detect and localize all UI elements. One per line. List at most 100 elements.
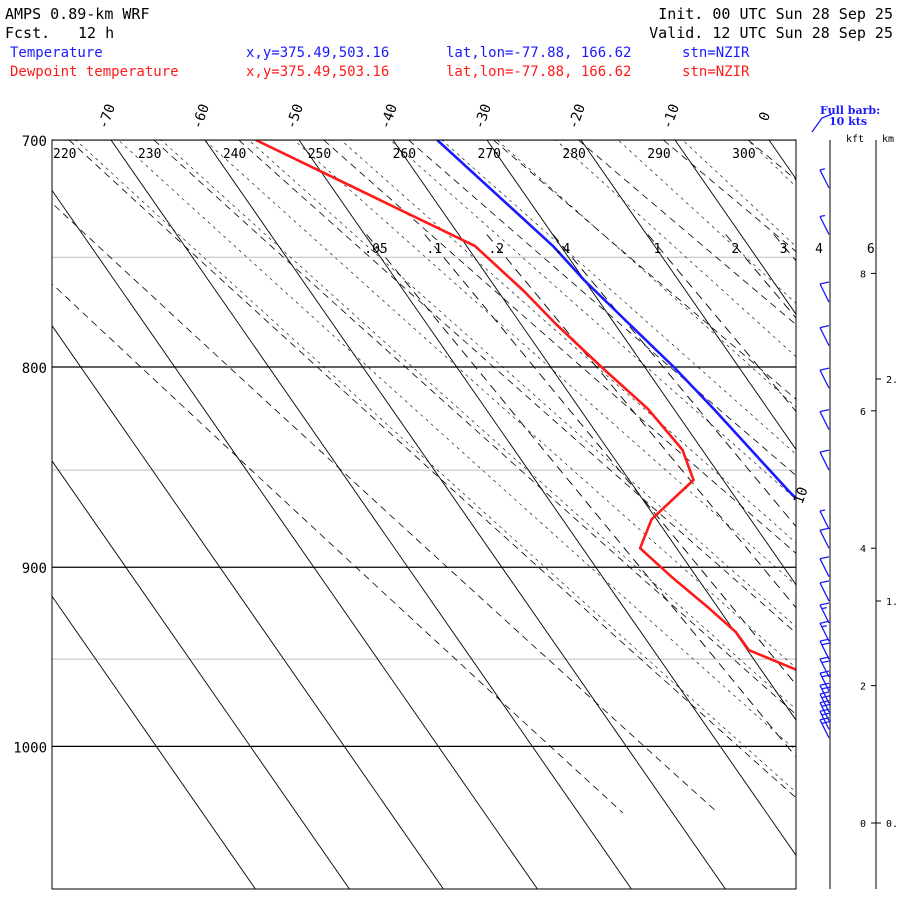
temperature-tick-label: 10 <box>791 485 812 506</box>
theta-label: 250 <box>308 147 331 162</box>
kft-tick-label: 4 <box>860 544 866 555</box>
wind-barb <box>819 168 830 189</box>
plot-frame <box>51 139 797 890</box>
temperature-tick-label: -20 <box>565 102 589 131</box>
mixing-ratio-line <box>725 234 796 319</box>
km-tick-label: 2. <box>886 375 898 386</box>
isotherm <box>204 140 726 889</box>
mixing-ratio-label: 3 <box>780 242 788 257</box>
isotherm <box>580 140 796 451</box>
moist-adiabat <box>204 140 796 669</box>
isotherm <box>486 140 796 586</box>
legend-temperature-name: Temperature <box>10 45 103 61</box>
legend-dewpoint-name: Dewpoint temperature <box>10 64 179 80</box>
wind-barb <box>819 602 830 624</box>
km-tick-label: 0. <box>886 819 898 830</box>
wind-barb-glyph <box>819 168 830 189</box>
forecast-label: Fcst. <box>5 24 50 42</box>
wind-barb <box>819 367 830 389</box>
isotherm <box>392 140 796 721</box>
moist-adiabat <box>496 140 796 408</box>
barb-legend-line2: 10 kts <box>829 115 867 128</box>
wind-barb <box>819 449 830 471</box>
init-time: Init. 00 UTC Sun 28 Sep 25 <box>658 5 893 23</box>
pressure-tick-label: 700 <box>22 134 47 150</box>
wind-barb <box>819 682 831 704</box>
dry-adiabat <box>408 140 796 477</box>
axis-labels: 700 800 900 1000 -70 -60 -50 -40 -30 -20 -10 0 10 220… <box>13 102 874 756</box>
dry-adiabat <box>833 140 900 813</box>
wind-barb-glyph <box>819 580 830 602</box>
theta-label: 290 <box>647 147 670 162</box>
valid-time: Valid. 12 UTC Sun 28 Sep 25 <box>649 24 893 42</box>
wind-barb-glyph <box>819 656 831 678</box>
wind-barb <box>819 509 830 530</box>
dewpoint-line <box>255 140 796 672</box>
moist-adiabat <box>293 140 796 586</box>
mixing-ratio-label: .1 <box>426 242 442 257</box>
sounding-profiles <box>255 140 796 672</box>
wind-barb-glyph <box>819 367 830 389</box>
pressure-tick-label: 1000 <box>13 740 47 756</box>
wind-barb-glyph <box>819 638 831 660</box>
wind-barb <box>819 324 830 346</box>
moist-adiabat <box>160 140 796 710</box>
legend-dewpoint-latlon: lat,lon=-77.88, 166.62 <box>446 64 631 80</box>
legend-dewpoint-stn: stn=NZIR <box>682 64 750 80</box>
moist-adiabat <box>389 140 796 500</box>
mixing-ratio-label: 4 <box>815 242 823 257</box>
km-axis-label: km <box>882 134 894 145</box>
wind-barb-glyph <box>819 214 830 235</box>
isotherm <box>52 460 350 889</box>
wind-barb-glyph <box>819 670 831 692</box>
dry-adiabat <box>663 140 796 252</box>
legend-temperature-latlon: lat,lon=-77.88, 166.62 <box>446 45 631 61</box>
moist-adiabat <box>340 140 796 544</box>
wind-barb-glyph <box>819 620 830 642</box>
wind-barb-glyph <box>819 408 830 430</box>
mixing-ratio-label: .4 <box>555 242 571 257</box>
temperature-line <box>436 140 796 501</box>
wind-barb <box>819 670 831 692</box>
forecast-value: 12 h <box>78 24 114 42</box>
mixing-ratio-label: 6 <box>867 242 875 257</box>
isotherm <box>674 140 796 315</box>
theta-label: 270 <box>478 147 501 162</box>
kft-tick-label: 0 <box>860 819 866 830</box>
theta-label: 240 <box>223 147 246 162</box>
mixing-ratio-line <box>366 234 796 758</box>
km-tick-label: 1. <box>886 597 898 608</box>
wind-barb <box>819 638 831 660</box>
kft-tick-label: 2 <box>860 682 866 693</box>
wind-barb-glyph <box>819 682 831 704</box>
dry-adiabat <box>238 140 796 634</box>
wind-barb-glyph <box>819 527 830 549</box>
theta-label: 230 <box>138 147 161 162</box>
kft-axis-label: kft <box>846 134 864 145</box>
moist-adiabat <box>118 140 796 751</box>
temperature-tick-label: -70 <box>95 102 119 131</box>
barb-legend-icon <box>811 113 833 133</box>
legend-dewpoint-xy: x,y=375.49,503.16 <box>246 64 389 80</box>
dry-adiabat <box>68 140 796 799</box>
dry-adiabat <box>153 140 796 715</box>
pressure-tick-label: 900 <box>22 561 47 577</box>
temperature-tick-label: -60 <box>189 102 213 131</box>
wind-barb-glyph <box>819 281 830 303</box>
legend-temperature-xy: x,y=375.49,503.16 <box>246 45 389 61</box>
theta-label: 280 <box>562 147 585 162</box>
wind-barb-glyph <box>819 509 830 530</box>
wind-barb <box>819 281 830 303</box>
moist-adiabat <box>75 140 796 793</box>
mixing-ratio-label: .05 <box>364 242 387 257</box>
dry-adiabat <box>52 283 624 814</box>
mixing-ratio-label: 2 <box>731 242 739 257</box>
isotherm <box>52 595 256 889</box>
wind-barb <box>819 527 830 549</box>
barb-legend-line1: Full barb: <box>820 104 880 117</box>
chart-title: AMPS 0.89-km WRF <box>5 5 150 23</box>
isotherm <box>52 324 444 889</box>
isotherm <box>110 140 632 889</box>
mixing-ratio-line <box>424 234 796 686</box>
